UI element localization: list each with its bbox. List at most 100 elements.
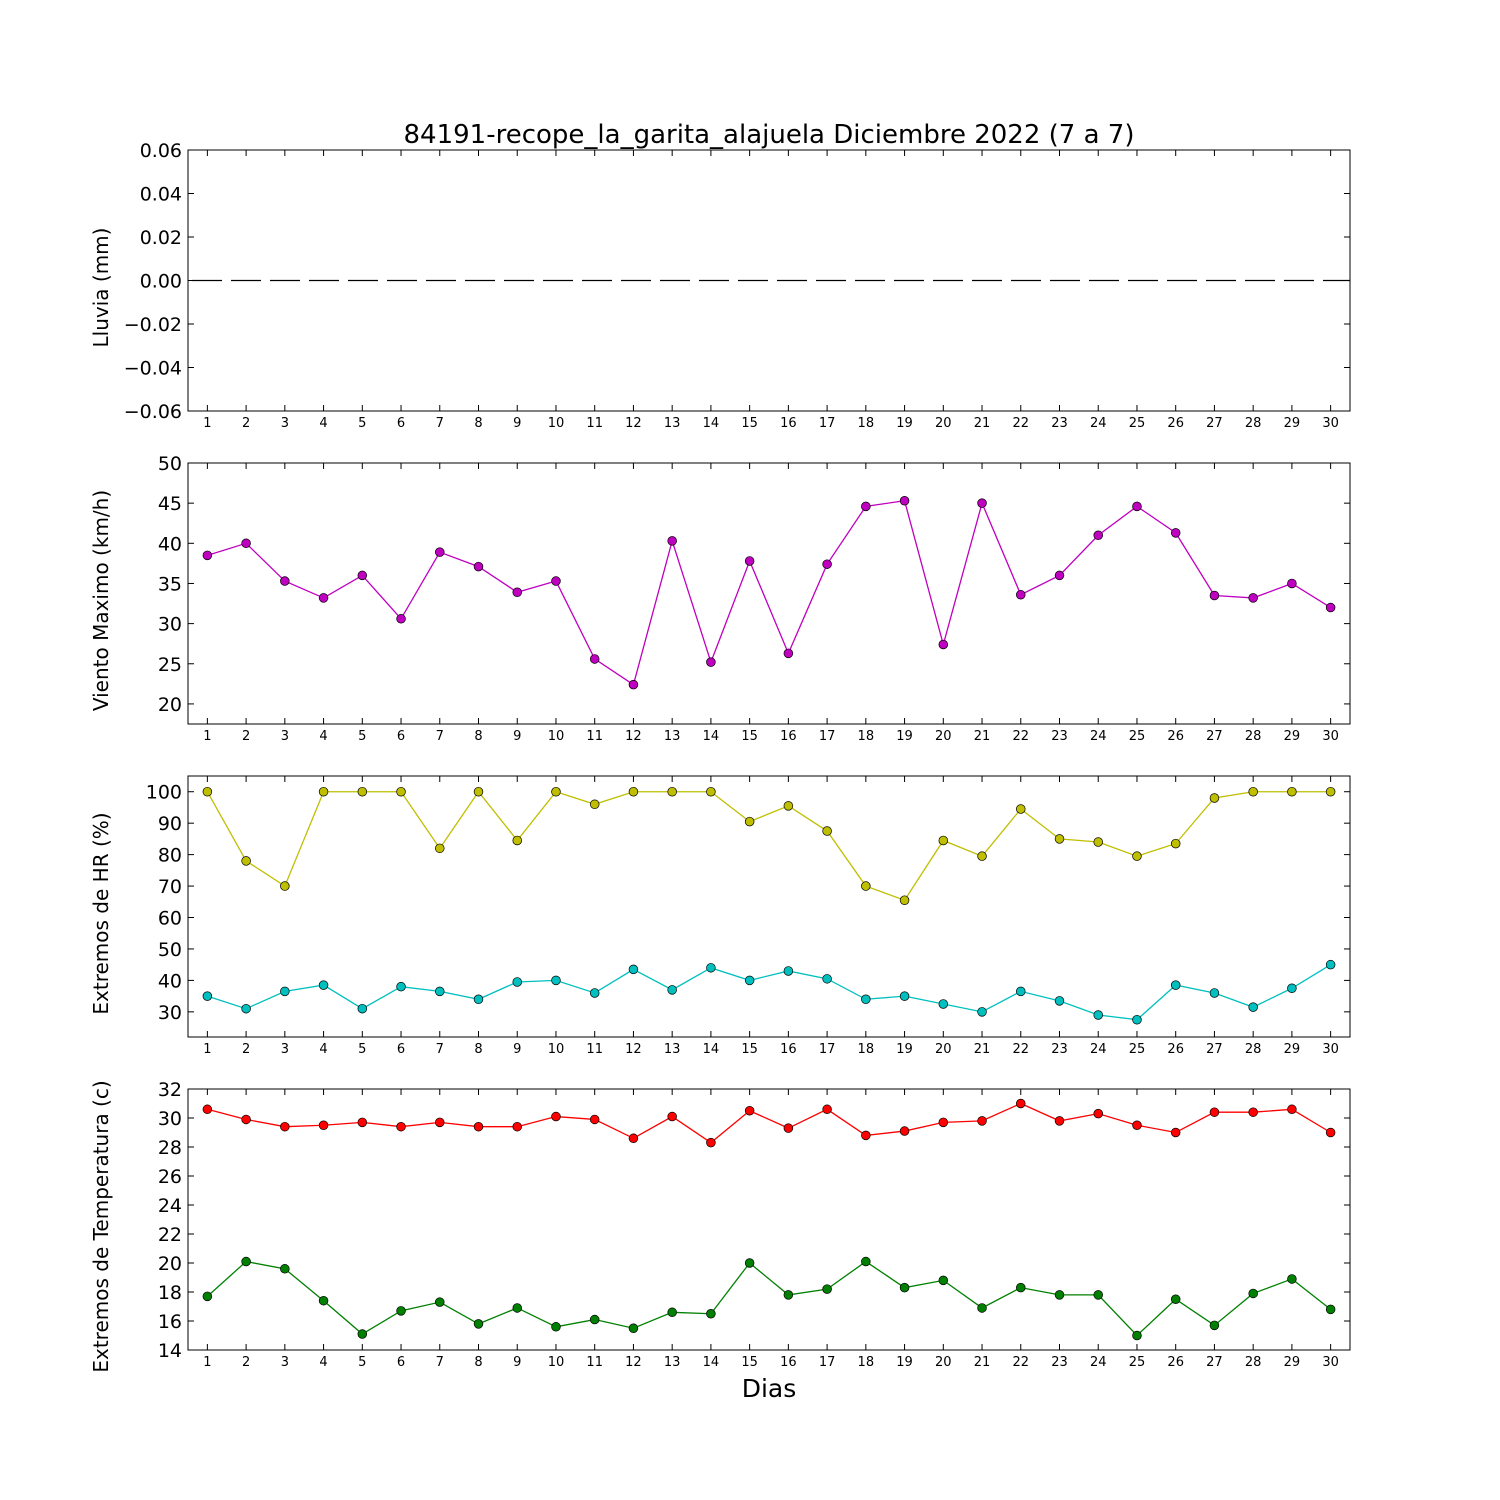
data-point bbox=[977, 851, 987, 861]
data-point bbox=[628, 1323, 639, 1333]
x-tick-label: 3 bbox=[281, 1355, 289, 1370]
data-point bbox=[280, 881, 290, 891]
data-point bbox=[1287, 983, 1297, 994]
x-tick-label: 17 bbox=[819, 729, 836, 744]
data-point bbox=[628, 964, 639, 975]
data-point bbox=[1093, 1010, 1103, 1020]
x-tick-label: 26 bbox=[1167, 729, 1184, 744]
y-tick-label: 20 bbox=[158, 694, 182, 716]
axes-frame bbox=[187, 1088, 1351, 1351]
data-point bbox=[783, 1123, 794, 1133]
x-tick-label: 2 bbox=[242, 416, 250, 431]
data-point bbox=[551, 975, 561, 986]
x-tick-label: 5 bbox=[358, 1355, 366, 1370]
y-tick-label: 16 bbox=[158, 1311, 182, 1333]
x-tick-label: 23 bbox=[1051, 1355, 1068, 1370]
data-point bbox=[822, 559, 832, 569]
x-tick-label: 3 bbox=[281, 416, 289, 431]
x-tick-label: 1 bbox=[203, 1355, 211, 1370]
data-point bbox=[1170, 838, 1181, 849]
data-point bbox=[435, 1117, 445, 1128]
x-tick-label: 14 bbox=[703, 1355, 720, 1370]
x-tick-label: 13 bbox=[664, 1042, 681, 1057]
data-point bbox=[1248, 1288, 1258, 1299]
x-tick-label: 13 bbox=[664, 1355, 681, 1370]
x-tick-label: 17 bbox=[819, 1355, 836, 1370]
data-point bbox=[1325, 786, 1336, 797]
data-point bbox=[1132, 1120, 1142, 1130]
data-point bbox=[357, 570, 368, 581]
data-point bbox=[1325, 959, 1336, 970]
data-point bbox=[396, 1306, 406, 1316]
x-tick-label: 19 bbox=[896, 729, 913, 744]
data-point bbox=[589, 988, 600, 998]
x-tick-label: 19 bbox=[896, 416, 913, 431]
data-point bbox=[357, 1003, 368, 1014]
x-tick-label: 25 bbox=[1129, 416, 1146, 431]
data-point bbox=[202, 1104, 213, 1115]
x-tick-label: 5 bbox=[358, 729, 366, 744]
y-axis-label: Extremos de Temperatura (c) bbox=[89, 1080, 113, 1372]
data-point bbox=[1209, 793, 1220, 803]
data-point bbox=[706, 963, 716, 973]
x-tick-label: 8 bbox=[474, 729, 482, 744]
x-tick-label: 18 bbox=[858, 729, 875, 744]
series-line-2 bbox=[206, 1260, 1332, 1337]
data-point bbox=[1287, 1274, 1297, 1284]
data-point bbox=[822, 826, 832, 836]
data-point bbox=[1170, 980, 1181, 990]
x-tick-label: 9 bbox=[513, 1355, 521, 1370]
x-tick-label: 6 bbox=[397, 1042, 405, 1057]
data-point bbox=[512, 835, 522, 846]
x-axis-label: Dias bbox=[742, 1374, 797, 1403]
x-tick-label: 13 bbox=[664, 416, 681, 431]
x-tick-label: 22 bbox=[1012, 416, 1029, 431]
y-tick-label: −0.04 bbox=[124, 358, 182, 380]
data-point bbox=[861, 1256, 871, 1267]
data-point bbox=[1016, 986, 1026, 997]
data-point bbox=[1093, 837, 1103, 847]
data-point bbox=[512, 1303, 522, 1313]
data-point bbox=[280, 576, 290, 586]
data-point bbox=[628, 1133, 639, 1144]
x-tick-label: 8 bbox=[474, 416, 482, 431]
data-point bbox=[1325, 1304, 1336, 1315]
data-point bbox=[551, 1111, 561, 1122]
data-point bbox=[1093, 1108, 1103, 1119]
x-tick-label: 19 bbox=[896, 1355, 913, 1370]
x-tick-label: 12 bbox=[625, 729, 642, 744]
data-point bbox=[977, 1116, 987, 1126]
data-point bbox=[551, 1322, 561, 1332]
data-point bbox=[861, 881, 871, 891]
x-tick-label: 21 bbox=[974, 1042, 991, 1057]
data-point bbox=[318, 1120, 329, 1130]
data-point bbox=[1248, 1002, 1258, 1012]
data-point bbox=[589, 654, 600, 664]
data-point bbox=[783, 648, 794, 659]
x-tick-label: 16 bbox=[780, 1042, 797, 1057]
x-tick-label: 22 bbox=[1012, 729, 1029, 744]
data-point bbox=[1054, 1116, 1065, 1126]
data-point bbox=[512, 587, 522, 598]
data-point bbox=[1209, 590, 1220, 601]
x-tick-label: 26 bbox=[1167, 416, 1184, 431]
x-tick-label: 29 bbox=[1284, 1042, 1301, 1057]
x-tick-label: 20 bbox=[935, 729, 952, 744]
y-tick-label: 70 bbox=[158, 876, 182, 898]
x-tick-label: 11 bbox=[586, 416, 603, 431]
data-point bbox=[473, 1121, 484, 1132]
x-tick-label: 1 bbox=[203, 416, 211, 431]
data-point bbox=[473, 1319, 484, 1329]
x-tick-label: 24 bbox=[1090, 1042, 1107, 1057]
x-tick-label: 18 bbox=[858, 416, 875, 431]
data-point bbox=[1093, 1290, 1103, 1300]
y-tick-label: −0.06 bbox=[124, 401, 182, 423]
x-tick-label: 6 bbox=[397, 1355, 405, 1370]
data-point bbox=[744, 1258, 755, 1268]
y-tick-label: 80 bbox=[158, 845, 182, 867]
data-point bbox=[783, 1290, 794, 1300]
x-tick-label: 5 bbox=[358, 416, 366, 431]
data-point bbox=[551, 786, 561, 797]
data-point bbox=[1093, 530, 1103, 541]
